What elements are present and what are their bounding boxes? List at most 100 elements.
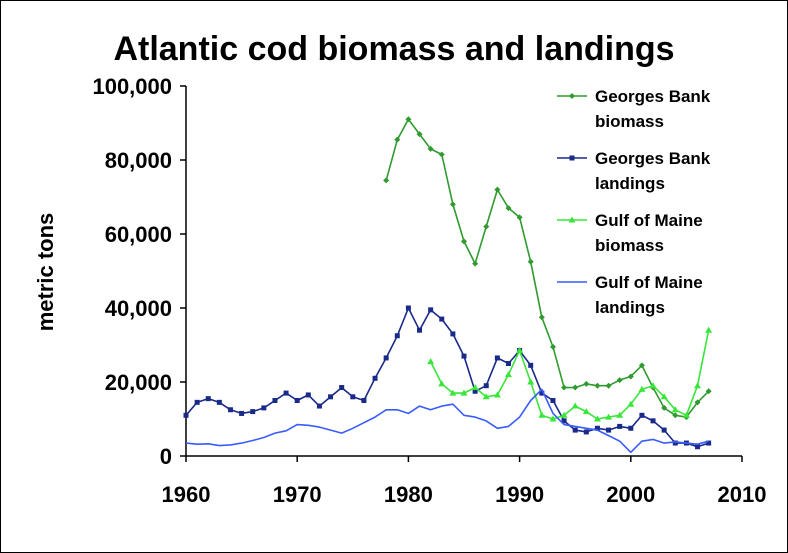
data-point xyxy=(561,384,568,391)
series-line xyxy=(185,388,709,454)
legend-entry: Georges Bank landings xyxy=(557,149,711,193)
data-point xyxy=(350,394,356,400)
legend-marker xyxy=(569,155,575,161)
data-point xyxy=(661,404,668,411)
data-point xyxy=(494,355,500,361)
data-point xyxy=(571,402,579,409)
data-point xyxy=(405,116,412,123)
data-point xyxy=(594,382,601,389)
data-point xyxy=(372,375,378,381)
data-point xyxy=(672,440,678,446)
data-point xyxy=(605,413,613,420)
legend-entry: Gulf of Maine landings xyxy=(557,273,703,317)
data-point xyxy=(516,214,523,221)
data-point xyxy=(671,406,679,413)
legend-entry: Gulf of Maine biomass xyxy=(557,211,703,255)
x-tick-label: 1960 xyxy=(162,482,211,507)
data-point xyxy=(427,358,435,365)
data-point xyxy=(227,407,233,413)
x-tick-label: 2000 xyxy=(606,482,655,507)
data-point xyxy=(594,425,600,431)
data-point xyxy=(627,373,634,380)
data-point xyxy=(583,429,589,435)
data-point xyxy=(706,440,712,446)
data-point xyxy=(183,412,189,418)
data-point xyxy=(294,398,300,403)
y-tick-label: 100,000 xyxy=(92,74,172,99)
data-point xyxy=(339,385,345,391)
data-point xyxy=(438,151,445,158)
data-point xyxy=(472,260,479,267)
legend-label: biomass xyxy=(595,112,664,131)
data-point xyxy=(628,425,634,431)
data-point xyxy=(527,258,534,265)
legend-marker xyxy=(568,216,576,223)
data-point xyxy=(582,408,590,415)
data-point xyxy=(438,380,446,387)
data-point xyxy=(539,390,545,396)
data-point xyxy=(572,384,579,391)
data-point xyxy=(394,136,401,143)
legend-label: biomass xyxy=(595,236,664,255)
data-point xyxy=(504,371,512,378)
data-point xyxy=(483,223,490,230)
legend-marker xyxy=(569,93,575,99)
data-point xyxy=(417,327,423,333)
data-point xyxy=(439,316,445,322)
data-point xyxy=(560,411,568,418)
data-point xyxy=(695,444,701,450)
series-line xyxy=(429,330,710,420)
y-tick-label: 80,000 xyxy=(105,148,172,173)
data-point xyxy=(239,410,245,416)
data-point xyxy=(627,400,635,407)
data-point xyxy=(549,415,557,422)
y-tick-label: 20,000 xyxy=(105,370,172,395)
y-tick-label: 0 xyxy=(160,444,172,469)
x-tick-label: 1980 xyxy=(384,482,433,507)
data-point xyxy=(194,399,200,405)
data-point xyxy=(471,384,479,391)
data-point xyxy=(617,423,623,429)
data-point xyxy=(672,412,679,419)
data-point xyxy=(538,411,546,418)
data-point xyxy=(638,385,646,392)
data-point xyxy=(482,393,490,400)
data-point xyxy=(472,388,478,394)
y-tick-label: 60,000 xyxy=(105,222,172,247)
data-point xyxy=(461,238,467,245)
legend-label: landings xyxy=(595,298,665,317)
data-point xyxy=(527,378,535,385)
data-point xyxy=(460,389,468,396)
data-point xyxy=(661,427,667,433)
data-point xyxy=(394,333,400,339)
data-point xyxy=(383,355,389,361)
series-4 xyxy=(185,388,709,454)
y-axis-label: metric tons xyxy=(33,213,58,332)
data-point xyxy=(593,415,601,422)
data-point xyxy=(450,331,456,337)
data-point xyxy=(261,405,267,411)
data-point xyxy=(483,383,489,389)
data-point xyxy=(561,418,567,424)
data-point xyxy=(660,393,668,400)
series-group xyxy=(183,116,713,454)
data-point xyxy=(493,391,501,398)
series-3 xyxy=(427,326,713,422)
data-point xyxy=(428,307,434,313)
chart-title: Atlantic cod biomass and landings xyxy=(113,30,674,68)
y-tick-label: 40,000 xyxy=(105,296,172,321)
legend-label: Gulf of Maine xyxy=(595,211,703,230)
data-point xyxy=(250,409,256,415)
data-point xyxy=(383,177,390,184)
data-point xyxy=(572,427,578,433)
data-point xyxy=(305,392,311,398)
data-point xyxy=(550,398,556,403)
data-point xyxy=(538,314,545,321)
data-point xyxy=(616,377,623,384)
data-point xyxy=(216,399,222,405)
data-point xyxy=(461,353,467,359)
data-point xyxy=(283,390,289,396)
